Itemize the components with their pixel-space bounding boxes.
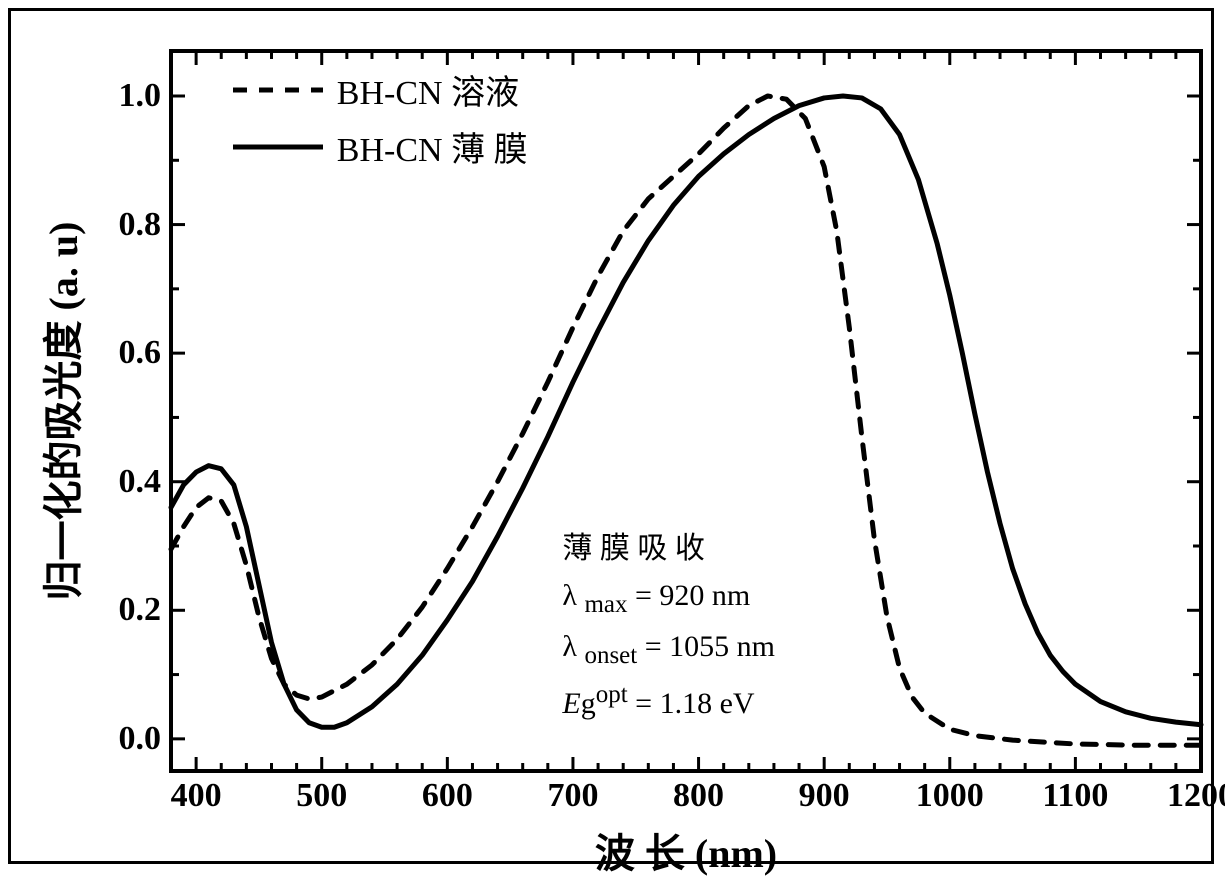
legend-swatch-solution — [233, 75, 323, 105]
legend-label: BH-CN 溶液 — [337, 65, 519, 114]
legend-label: BH-CN 薄 膜 — [337, 122, 528, 171]
x-tick-label: 1000 — [916, 777, 984, 815]
legend-item-solution: BH-CN 溶液 — [233, 65, 528, 114]
legend-swatch-film — [233, 132, 323, 162]
y-tick-label: 0.2 — [101, 591, 161, 629]
legend-item-film: BH-CN 薄 膜 — [233, 122, 528, 171]
y-axis-label: 归一化的吸光度 (a. u) — [31, 51, 89, 771]
x-tick-label: 800 — [673, 777, 724, 815]
y-tick-label: 0.6 — [101, 334, 161, 372]
annotation-line-0: λ max = 920 nm — [562, 573, 775, 625]
annotation-title: 薄 膜 吸 收 — [562, 526, 775, 573]
y-tick-label: 0.8 — [101, 206, 161, 244]
y-tick-label: 0.4 — [101, 463, 161, 501]
x-tick-label: 600 — [422, 777, 473, 815]
x-tick-label: 1200 — [1167, 777, 1225, 815]
outer-frame: 波 长 (nm) 归一化的吸光度 (a. u) BH-CN 溶液BH-CN 薄 … — [8, 8, 1214, 864]
y-tick-label: 1.0 — [101, 77, 161, 115]
annotation-line-2: Egopt = 1.18 eV — [562, 676, 775, 728]
x-tick-label: 1100 — [1042, 777, 1108, 815]
x-tick-label: 900 — [799, 777, 850, 815]
x-tick-label: 400 — [171, 777, 222, 815]
legend: BH-CN 溶液 BH-CN 薄 膜 — [233, 65, 528, 179]
x-tick-label: 700 — [547, 777, 598, 815]
annotation-block: 薄 膜 吸 收λ max = 920 nmλ onset = 1055 nmEg… — [562, 526, 775, 728]
x-tick-label: 500 — [296, 777, 347, 815]
x-axis-label: 波 长 (nm) — [171, 821, 1201, 879]
annotation-line-1: λ onset = 1055 nm — [562, 624, 775, 676]
y-tick-label: 0.0 — [101, 720, 161, 758]
